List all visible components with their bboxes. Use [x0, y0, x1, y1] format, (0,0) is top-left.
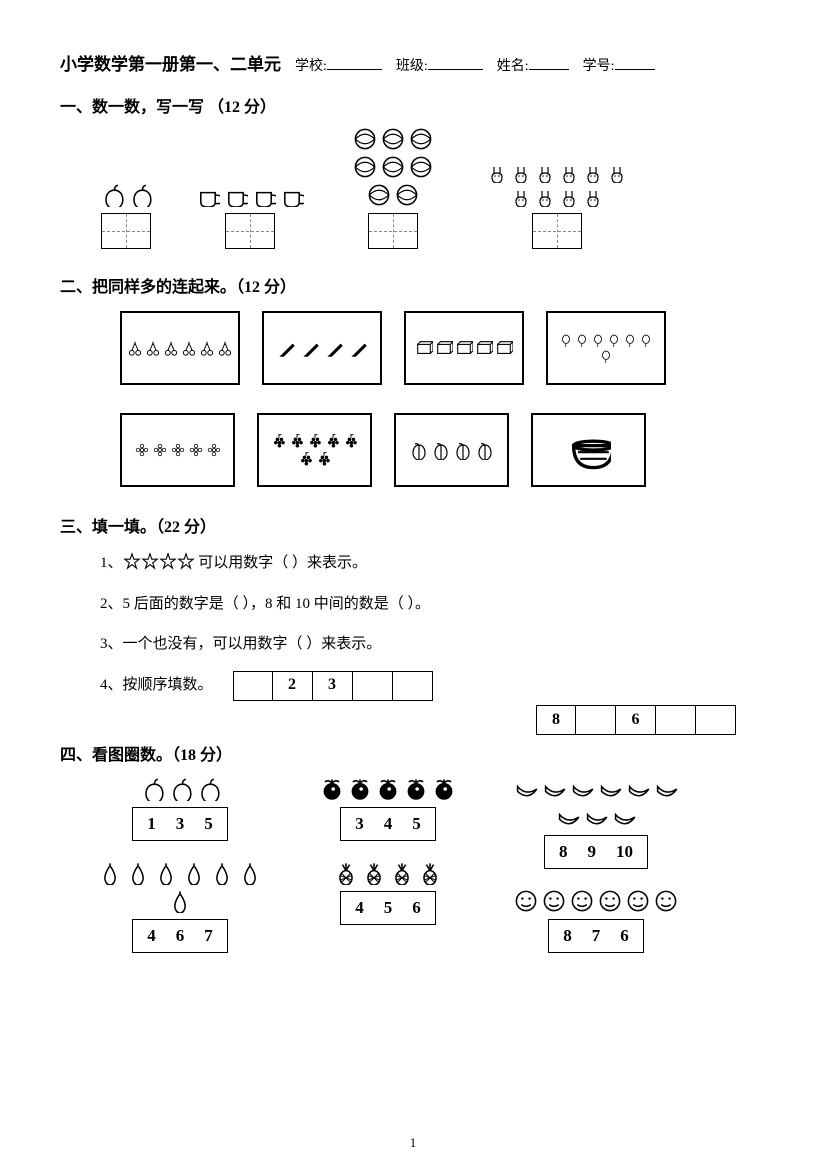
seq-cell[interactable]: [696, 705, 736, 735]
option-number[interactable]: 4: [384, 814, 393, 834]
cup-icon: [196, 183, 304, 207]
name-field: 姓名:: [497, 55, 569, 75]
q3-4: 4、按顺序填数。 23: [100, 671, 766, 701]
option-number[interactable]: 3: [355, 814, 364, 834]
name-blank[interactable]: [529, 56, 569, 70]
option-number[interactable]: 9: [588, 842, 597, 862]
option-number[interactable]: 6: [176, 926, 185, 946]
seq-cell[interactable]: 3: [313, 671, 353, 701]
pineapple-icon: [334, 861, 442, 885]
option-number[interactable]: 4: [147, 926, 156, 946]
match-card-flowers[interactable]: [120, 413, 235, 487]
match-card-peaches[interactable]: [394, 413, 509, 487]
rabbit-icon: [482, 163, 632, 207]
number-options-box: 135: [132, 807, 228, 841]
apple-icon: [100, 183, 152, 207]
option-number[interactable]: 5: [384, 898, 393, 918]
seq-cell[interactable]: [656, 705, 696, 735]
match-card-bowl[interactable]: [531, 413, 646, 487]
berry-icon: [320, 777, 456, 801]
number-options-box: 467: [132, 919, 228, 953]
option-number[interactable]: 6: [412, 898, 421, 918]
answer-box[interactable]: [368, 213, 418, 249]
id-blank[interactable]: [615, 56, 655, 70]
class-field: 班级:: [396, 55, 483, 75]
option-number[interactable]: 6: [620, 926, 629, 946]
circle-column: 345 456: [320, 777, 456, 967]
section-1-title: 一、数一数，写一写 （12 分）: [60, 93, 766, 117]
sequence-table-2[interactable]: 86: [536, 705, 736, 735]
page-number: 1: [410, 1135, 417, 1151]
option-number[interactable]: 5: [204, 814, 213, 834]
match-row-bottom: [120, 413, 766, 487]
section-2-title: 二、把同样多的连起来。（12 分）: [60, 273, 766, 297]
circle-column: 8910 876: [506, 777, 686, 967]
section-4-title: 四、看图圈数。（18 分）: [60, 741, 766, 765]
worksheet-title: 小学数学第一册第一、二单元: [60, 50, 281, 75]
seq-cell[interactable]: [233, 671, 273, 701]
seq-cell[interactable]: [576, 705, 616, 735]
q3-2: 2、5 后面的数字是（ ），8 和 10 中间的数是（ ）。: [100, 590, 766, 619]
number-options-box: 876: [548, 919, 644, 953]
option-number[interactable]: 8: [563, 926, 572, 946]
worksheet-header: 小学数学第一册第一、二单元 学校: 班级: 姓名: 学号:: [60, 50, 766, 75]
count-row: [100, 127, 766, 249]
stars-4-icon: [123, 555, 195, 571]
banana-icon: [506, 777, 686, 829]
match-card-knives[interactable]: [262, 311, 382, 385]
number-options-box: 89 10: [544, 835, 648, 869]
option-number[interactable]: 4: [355, 898, 364, 918]
number-options-box: 456: [340, 891, 436, 925]
match-row-top: [120, 311, 766, 385]
seq-cell[interactable]: [353, 671, 393, 701]
id-field: 学号:: [583, 55, 655, 75]
count-group-cup: [196, 183, 304, 249]
class-blank[interactable]: [428, 56, 483, 70]
q3-1: 1、 可以用数字（ ）来表示。: [100, 549, 766, 578]
school-blank[interactable]: [327, 56, 382, 70]
ball-icon: [348, 127, 438, 207]
sequence-table-1[interactable]: 23: [233, 671, 433, 701]
option-number[interactable]: 3: [176, 814, 185, 834]
seq-cell[interactable]: [393, 671, 433, 701]
count-group-rabbit: [482, 163, 632, 249]
circle-column: 135 467: [90, 777, 270, 967]
option-number[interactable]: 7: [592, 926, 601, 946]
answer-box[interactable]: [225, 213, 275, 249]
count-group-apple: [100, 183, 152, 249]
option-number[interactable]: 8: [559, 842, 568, 862]
circle-row: 135 467 345 456 8910 876: [90, 777, 766, 967]
school-field: 学校:: [295, 55, 382, 75]
smiley-icon: [514, 889, 678, 913]
option-number[interactable]: 1: [147, 814, 156, 834]
answer-box[interactable]: [101, 213, 151, 249]
match-card-balloons[interactable]: [546, 311, 666, 385]
apple-icon: [140, 777, 220, 801]
option-number[interactable]: 10: [616, 842, 633, 862]
seq-cell[interactable]: 6: [616, 705, 656, 735]
match-card-matchboxes[interactable]: [404, 311, 524, 385]
answer-box[interactable]: [532, 213, 582, 249]
option-number[interactable]: 7: [204, 926, 213, 946]
seq-cell[interactable]: 2: [273, 671, 313, 701]
option-number[interactable]: 5: [412, 814, 421, 834]
pear-icon: [90, 861, 270, 913]
q3-3: 3、一个也没有，可以用数字（ ）来表示。: [100, 630, 766, 659]
match-card-cherries[interactable]: [120, 311, 240, 385]
count-group-ball: [348, 127, 438, 249]
number-options-box: 345: [340, 807, 436, 841]
seq-cell[interactable]: 8: [536, 705, 576, 735]
section-3-title: 三、填一填。（22 分）: [60, 513, 766, 537]
match-card-grapes[interactable]: [257, 413, 372, 487]
